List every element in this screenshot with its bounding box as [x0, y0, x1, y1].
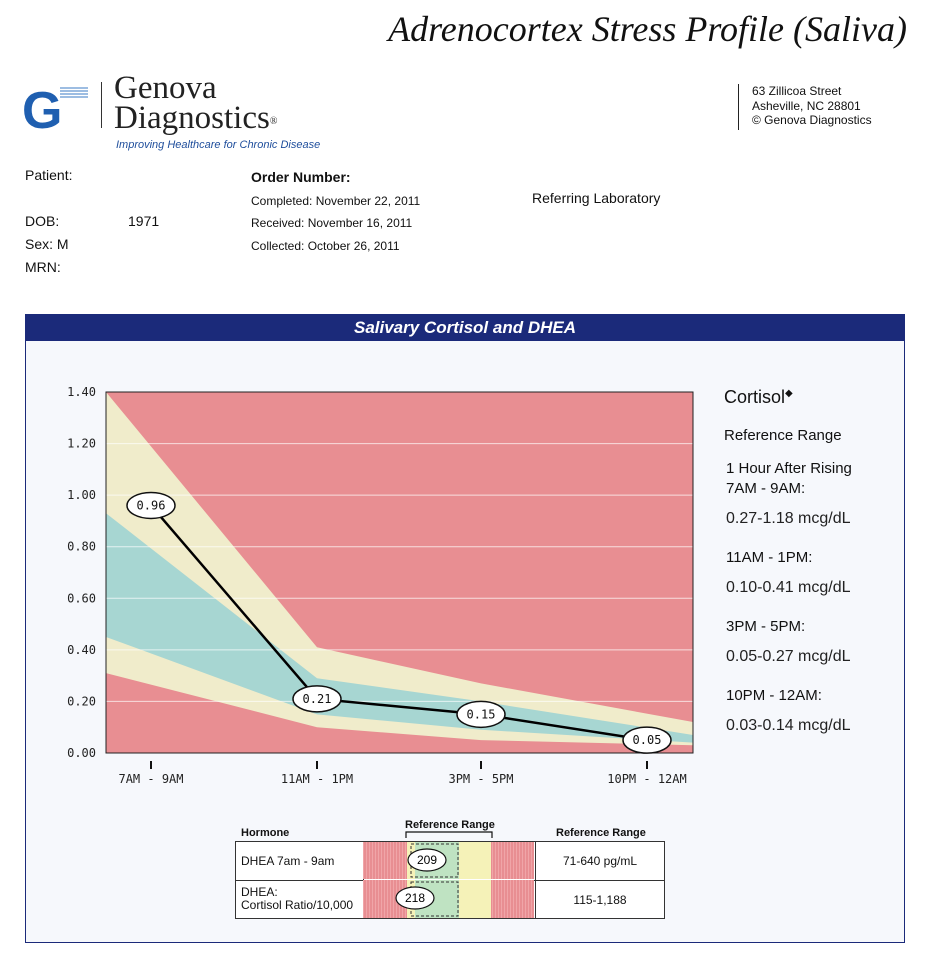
dhea-col-range: Reference Range	[556, 827, 646, 839]
y-tick-label: 0.20	[67, 694, 96, 708]
patient-label: Patient:	[25, 167, 73, 183]
x-tick-label: 7AM - 9AM	[118, 772, 183, 786]
dhea-col-hormone: Hormone	[241, 827, 290, 839]
y-tick-label: 0.00	[67, 746, 96, 760]
cortisol-chart: 0.00 0.20 0.40 0.60 0.80 1.00 1.20 1.40 7AM - 9A…	[67, 385, 694, 786]
data-point-marker	[126, 491, 176, 520]
data-point-label: 0.05	[633, 733, 662, 747]
dhea-value-marker	[407, 848, 447, 872]
range-label-noon: 11AM - 1PM:	[726, 549, 813, 566]
address-line: © Genova Diagnostics	[752, 113, 872, 127]
x-tick-label: 11AM - 1PM	[281, 772, 353, 786]
dhea-bar-row1	[363, 842, 534, 879]
range-value-noon: 0.10-0.41 mcg/dL	[726, 579, 851, 596]
data-point-marker	[622, 726, 672, 754]
dhea-range-bars: 209 218	[363, 842, 534, 918]
dob-value: 1971	[128, 213, 160, 229]
range-value-morning: 0.27-1.18 mcg/dL	[726, 510, 851, 527]
address-line: 63 Zillicoa Street	[752, 84, 842, 98]
y-tick-label: 1.40	[67, 385, 96, 399]
reference-range-subtitle: Reference Range	[724, 427, 842, 444]
svg-text:G: G	[22, 84, 62, 130]
dhea-col-range-bar: Reference Range	[405, 819, 495, 831]
data-point-label: 0.15	[467, 707, 496, 721]
y-tick-label: 0.60	[67, 591, 96, 605]
mrn-label: MRN:	[25, 259, 61, 275]
optimal-band	[106, 513, 693, 743]
sex-label: Sex: M	[25, 236, 69, 252]
referring-laboratory: Referring Laboratory	[532, 190, 661, 206]
order-number-label: Order Number:	[251, 169, 351, 185]
panel-title: Salivary Cortisol and DHEA	[25, 314, 905, 341]
range-value-afternoon: 0.05-0.27 mcg/dL	[726, 648, 851, 665]
received-date: Received: November 16, 2011	[251, 216, 413, 230]
dhea-value-label: 218	[405, 891, 425, 905]
y-tick-label: 0.80	[67, 540, 96, 554]
data-point-marker	[292, 685, 342, 713]
address-divider	[738, 84, 739, 130]
range-label-morning: 1 Hour After Rising 7AM - 9AM:	[726, 460, 852, 497]
lab-address: 63 Zillicoa Street Asheville, NC 28801 ©…	[752, 84, 872, 128]
range-value-night: 0.03-0.14 mcg/dL	[726, 717, 851, 734]
y-tick-label: 1.20	[67, 437, 96, 451]
data-point-label: 0.21	[303, 692, 332, 706]
brand-name-line1: Genova	[114, 70, 217, 106]
cortisol-line	[150, 504, 648, 742]
genova-logo-icon: G	[22, 84, 90, 130]
dob-label: DOB:	[25, 213, 60, 229]
collected-date: Collected: October 26, 2011	[251, 239, 400, 253]
brand-tagline: Improving Healthcare for Chronic Disease	[116, 139, 321, 151]
dhea-bar-row2	[363, 880, 534, 918]
dhea-value-label: 209	[417, 853, 437, 867]
data-point-label: 0.96	[137, 498, 166, 512]
logo-divider	[101, 82, 102, 128]
dhea-value-marker	[395, 886, 435, 910]
range-label-afternoon: 3PM - 5PM:	[726, 618, 806, 635]
range-label-night: 10PM - 12AM:	[726, 687, 822, 704]
x-tick-label: 3PM - 5PM	[448, 772, 513, 786]
dhea-col-divider	[535, 842, 536, 918]
dhea-row-range: 71-640 pg/mL	[562, 854, 638, 868]
data-point-marker	[456, 700, 506, 729]
completed-date: Completed: November 22, 2011	[251, 194, 421, 208]
brand-name-line2: Diagnostics®	[114, 100, 278, 136]
cortisol-title: Cortisol◆	[724, 387, 793, 407]
dhea-bracket	[405, 831, 493, 838]
cortisol-mark: ◆	[785, 388, 793, 399]
address-line: Asheville, NC 28801	[752, 98, 861, 113]
y-tick-label: 0.40	[67, 643, 96, 657]
report-title: Adrenocortex Stress Profile (Saliva)	[388, 9, 907, 49]
plot-frame	[105, 391, 694, 754]
y-tick-label: 1.00	[67, 488, 96, 502]
x-tick-label: 10PM - 12AM	[607, 772, 686, 786]
dhea-row-range: 115-1,188	[573, 893, 627, 907]
dhea-row-name: DHEA: Cortisol Ratio/10,000	[241, 885, 354, 912]
dhea-row-name: DHEA 7am - 9am	[241, 854, 335, 868]
